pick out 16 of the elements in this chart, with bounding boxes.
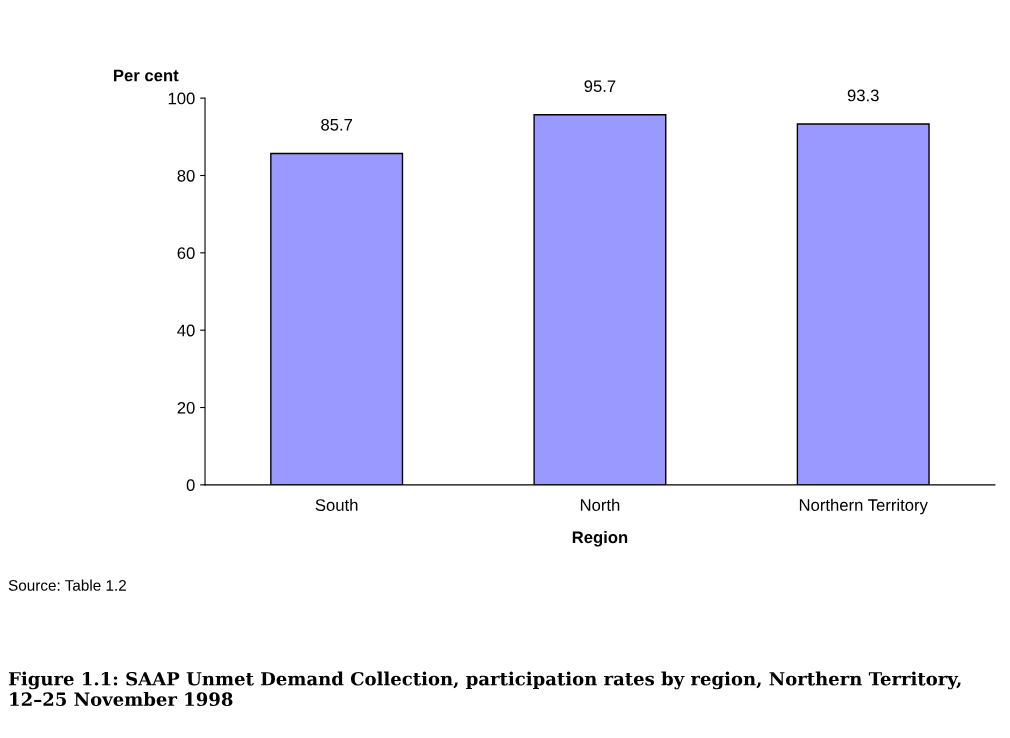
y-tick-label: 0	[186, 479, 195, 492]
x-axis-title: Region	[572, 530, 628, 547]
x-tick-label: North	[580, 498, 620, 511]
y-tick-label: 100	[168, 92, 195, 105]
source-note: Source: Table 1.2	[8, 579, 126, 591]
y-tick-label: 80	[177, 169, 195, 182]
y-tick-label: 20	[177, 401, 195, 414]
y-tick-label: 40	[177, 324, 195, 337]
y-axis-title: Per cent	[114, 69, 179, 82]
data-label: 85.7	[321, 118, 353, 131]
text: Figure 1.1: SAAP Unmet Demand Collection, participation rates by region, Northern Territory, 12–25 November 1998	[8, 671, 961, 707]
x-tick-label: South	[315, 498, 358, 511]
data-label: 95.7	[584, 80, 616, 93]
data-label: 93.3	[847, 89, 879, 102]
y-tick-label: 60	[177, 247, 195, 260]
x-tick-label: Northern Territory	[799, 498, 928, 515]
